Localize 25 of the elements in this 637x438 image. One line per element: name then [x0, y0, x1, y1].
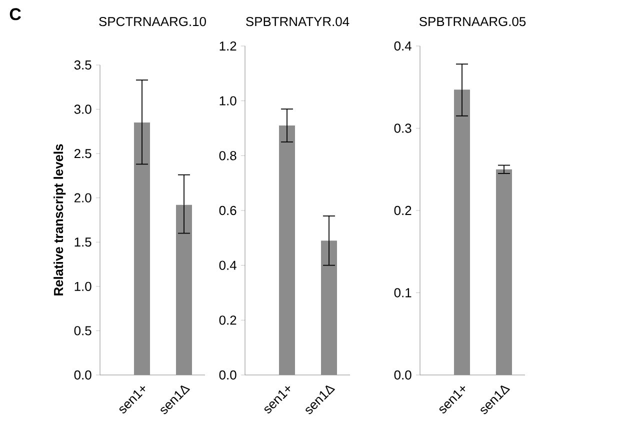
text: C [10, 8, 21, 20]
y-axis-title: Relative transcript levels [54, 144, 66, 296]
y-tick-label: 0.2 [394, 206, 412, 216]
y-tick-label: 0.5 [74, 326, 92, 336]
y-tick-label: 0.2 [219, 316, 236, 325]
y-tick-label: 0.1 [394, 288, 412, 298]
chart-title: SPBTRNATYR.04 [246, 16, 350, 26]
y-tick-label: 1.0 [220, 96, 236, 106]
y-tick-label: 0.0 [74, 370, 92, 380]
y-tick-label: 0.4 [219, 260, 236, 270]
y-tick-label: 1.0 [74, 282, 92, 291]
y-tick-label: 0.4 [394, 41, 412, 51]
y-tick-label: 0.6 [219, 206, 236, 216]
chart-title: SPCTRNAARG.10 [99, 16, 206, 26]
y-tick-label: 2.0 [74, 193, 92, 202]
y-tick-label: 0.3 [394, 124, 412, 133]
y-tick-label: 0.8 [219, 151, 236, 160]
y-tick-label: 0.0 [394, 370, 412, 380]
y-tick-label: 3.5 [74, 60, 92, 70]
chart-title: SPBTRNAARG.05 [419, 16, 526, 26]
y-tick-label: 0.0 [219, 370, 236, 380]
y-tick-label: 3.0 [74, 104, 92, 114]
y-tick-label: 2.5 [74, 148, 92, 158]
y-tick-label: 1.5 [74, 238, 92, 247]
y-tick-label: 1.2 [220, 41, 236, 51]
